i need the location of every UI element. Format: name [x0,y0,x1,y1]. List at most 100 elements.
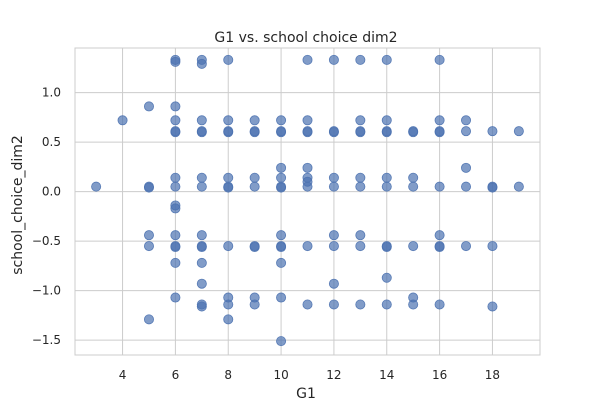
y-tick-label: −0.5 [32,234,61,248]
data-point-128 [461,241,472,252]
data-point-71 [302,115,313,126]
data-point-29 [196,181,207,192]
data-point-92 [355,127,366,138]
data-point-73 [302,127,313,138]
data-point-87 [328,278,339,289]
data-point-43 [223,182,234,193]
plot-border [74,47,541,356]
data-point-97 [355,299,366,310]
data-point-85 [328,230,339,241]
data-point-28 [196,172,207,183]
data-point-14 [170,172,181,183]
data-point-83 [328,172,339,183]
data-point-7 [143,314,154,325]
data-point-56 [249,299,260,310]
data-point-89 [355,54,366,65]
data-point-118 [434,127,445,138]
data-point-107 [381,299,392,310]
data-point-17 [170,203,181,214]
data-point-32 [196,242,207,253]
data-point-131 [487,182,498,193]
data-point-18 [170,230,181,241]
data-point-4 [143,182,154,193]
x-axis-label: G1 [296,386,316,400]
chart-title: G1 vs. school choice dim2 [214,30,397,46]
data-point-133 [487,301,498,312]
data-point-24 [196,58,207,69]
x-tick-label: 12 [326,368,341,382]
data-point-99 [381,115,392,126]
data-point-69 [276,336,287,347]
data-point-114 [408,299,419,310]
data-point-54 [249,242,260,253]
data-point-50 [249,127,260,138]
data-point-47 [223,314,234,325]
data-point-63 [276,182,287,193]
data-point-20 [170,242,181,253]
data-point-77 [302,181,313,192]
data-point-126 [461,162,472,173]
data-point-44 [223,241,234,252]
y-tick-label: 0.5 [42,135,61,149]
y-tick-label: 1.0 [42,86,61,100]
data-point-79 [302,299,313,310]
data-points [91,54,524,347]
data-point-135 [513,181,524,192]
data-point-84 [328,181,339,192]
data-point-11 [170,115,181,126]
data-point-102 [381,172,392,183]
data-point-90 [355,115,366,126]
data-point-94 [355,181,366,192]
data-point-110 [408,172,419,183]
x-tick-label: 8 [224,368,232,382]
data-point-105 [381,242,392,253]
data-point-22 [170,292,181,303]
data-point-40 [223,127,234,138]
y-axis-label: school_choice_dim2 [10,135,26,275]
data-point-46 [223,299,234,310]
data-point-116 [434,115,445,126]
data-point-33 [196,257,207,268]
data-point-61 [276,172,287,183]
data-point-93 [355,172,366,183]
data-point-134 [513,126,524,137]
x-tick-label: 6 [172,368,180,382]
data-point-111 [408,181,419,192]
grid-lines [75,48,540,355]
data-point-74 [302,162,313,173]
data-point-13 [170,127,181,138]
data-point-34 [196,278,207,289]
data-point-38 [223,115,234,126]
data-point-27 [196,127,207,138]
data-point-103 [381,181,392,192]
plot-frame [74,47,541,356]
x-tick-label: 10 [273,368,288,382]
data-point-51 [249,172,260,183]
data-point-10 [170,101,181,112]
data-point-6 [143,241,154,252]
data-point-41 [223,172,234,183]
data-point-30 [196,230,207,241]
data-point-124 [461,115,472,126]
data-point-2 [143,101,154,112]
data-point-109 [408,127,419,138]
data-point-21 [170,257,181,268]
data-point-123 [434,299,445,310]
x-tick-label: 16 [432,368,447,382]
data-point-106 [381,272,392,283]
data-point-88 [328,299,339,310]
data-point-96 [355,241,366,252]
x-tick-labels: 4 6 8 10 12 14 16 18 [119,368,500,382]
data-point-129 [487,126,498,137]
data-point-25 [196,115,207,126]
data-point-9 [170,56,181,67]
data-point-60 [276,162,287,173]
data-point-66 [276,242,287,253]
data-point-5 [143,230,154,241]
data-point-37 [223,54,234,65]
data-point-95 [355,230,366,241]
data-point-132 [487,241,498,252]
data-point-80 [328,54,339,65]
data-point-57 [276,115,287,126]
